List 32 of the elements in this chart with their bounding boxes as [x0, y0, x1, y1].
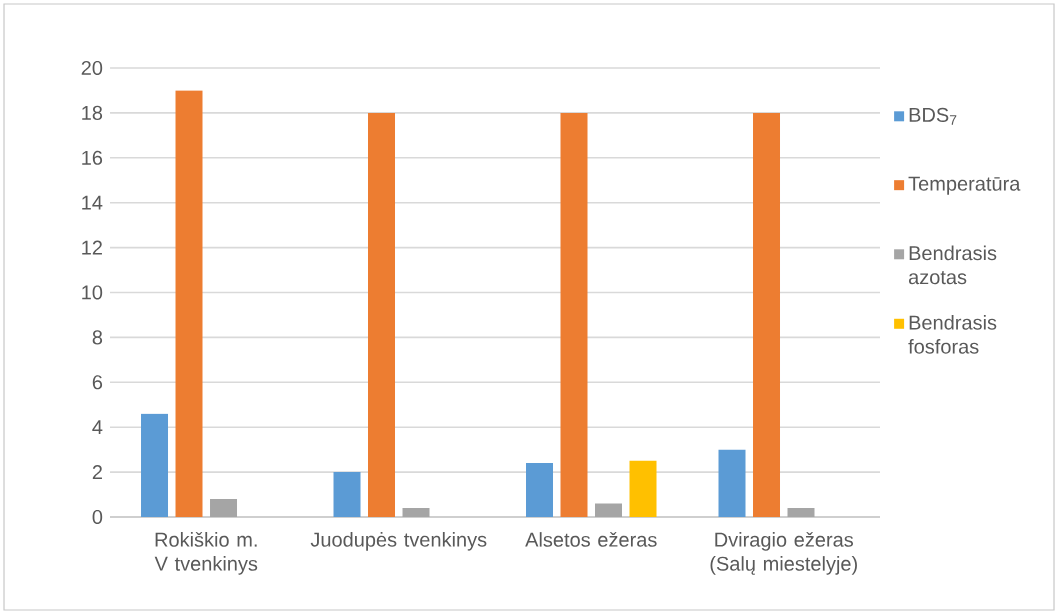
legend-label: BDS$_{7}$: [909, 107, 957, 125]
y-tick-label: 10: [82, 285, 103, 300]
x-tick-label: Dviragio ežeras (Salų miestelyje): [710, 532, 857, 575]
y-tick-label: 0: [92, 509, 103, 525]
y-tick-label: 2: [92, 465, 102, 480]
legend-label: Temperatūra: [908, 176, 1021, 195]
legend-label: Bendrasis fosforas: [908, 315, 997, 354]
bar: [753, 112, 781, 517]
bar: [368, 112, 395, 517]
bar: [402, 508, 430, 517]
legend-label: Bendrasis azotas: [908, 245, 997, 285]
x-tick-label: Rokiškio m. V tvenkinys: [154, 532, 258, 575]
y-tick-label: 16: [82, 150, 103, 165]
bar: [560, 112, 588, 517]
bar: [526, 463, 554, 517]
bar: [629, 460, 657, 517]
y-tick-label: 18: [82, 105, 103, 120]
y-tick-label: 20: [81, 60, 103, 76]
x-tick-label: Alsetos ežeras: [525, 532, 657, 547]
y-tick-label: 12: [82, 240, 102, 255]
bar: [595, 503, 623, 517]
bar: [718, 449, 746, 517]
y-tick-label: 4: [92, 420, 103, 435]
y-tick-label: 14: [82, 195, 103, 210]
bar: [787, 508, 815, 517]
x-tick-label: Juodupės tvenkinys: [310, 532, 487, 551]
bar: [333, 472, 361, 517]
bar: [175, 90, 203, 517]
y-tick-label: 8: [92, 330, 103, 345]
y-tick-label: 6: [92, 375, 103, 390]
bar: [210, 499, 238, 517]
bar: [141, 413, 169, 517]
